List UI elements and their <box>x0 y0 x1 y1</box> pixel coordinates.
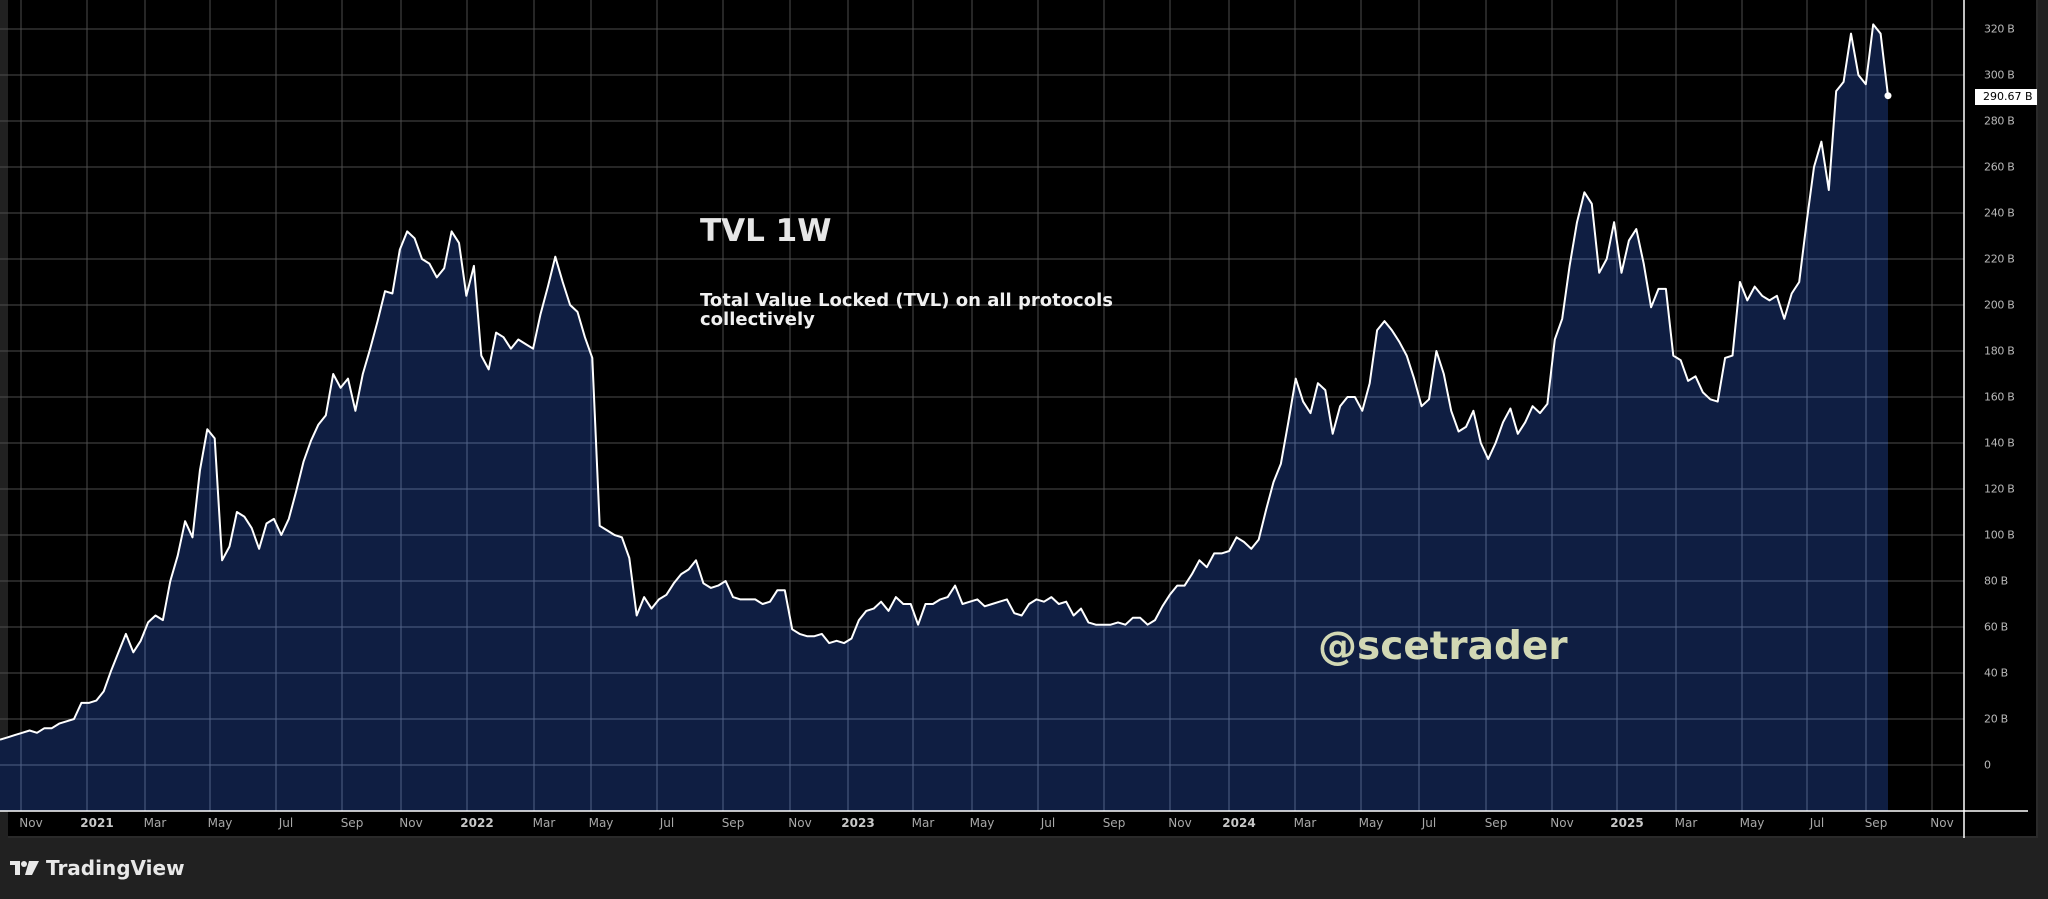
x-axis-label: Mar <box>1674 816 1698 830</box>
x-axis-label: Jul <box>1421 816 1437 830</box>
y-axis-label: 80 B <box>1984 574 2008 588</box>
x-axis-label: Nov <box>19 816 43 830</box>
last-value-label: 290.67 B <box>1975 89 2037 105</box>
y-axis-label: 0 <box>1984 758 1991 772</box>
x-axis-label: Sep <box>1864 816 1888 830</box>
tradingview-logo[interactable]: TradingView <box>10 856 185 880</box>
x-axis-label: May <box>207 816 233 830</box>
y-axis-label: 260 B <box>1984 160 2015 174</box>
y-axis-label: 140 B <box>1984 436 2015 450</box>
x-axis-label: Jul <box>1040 816 1056 830</box>
x-axis-label: 2024 <box>1222 816 1256 830</box>
x-axis-label: Mar <box>532 816 556 830</box>
y-axis-label: 160 B <box>1984 390 2015 404</box>
tvl-area-fill <box>0 24 1888 811</box>
y-axis-label: 180 B <box>1984 344 2015 358</box>
x-axis-label: Sep <box>721 816 745 830</box>
footer <box>0 838 2048 899</box>
x-axis-label: Nov <box>788 816 812 830</box>
y-axis-label: 220 B <box>1984 252 2015 266</box>
author-watermark: @scetrader <box>1318 624 1568 669</box>
y-axis-label: 20 B <box>1984 712 2008 726</box>
y-axis-label: 120 B <box>1984 482 2015 496</box>
x-axis-label: 2022 <box>460 816 494 830</box>
x-axis-label: Nov <box>1550 816 1574 830</box>
y-axis-label: 200 B <box>1984 298 2015 312</box>
y-axis-label: 300 B <box>1984 68 2015 82</box>
x-axis-label: Jul <box>1809 816 1825 830</box>
x-axis-label: Sep <box>1102 816 1126 830</box>
last-point-marker <box>1884 92 1892 100</box>
x-axis-label: Nov <box>1168 816 1192 830</box>
x-axis-label: 2025 <box>1610 816 1644 830</box>
x-axis-label: May <box>1358 816 1384 830</box>
y-axis-label: 240 B <box>1984 206 2015 220</box>
y-axis-label: 280 B <box>1984 114 2015 128</box>
y-axis-label: 40 B <box>1984 666 2008 680</box>
x-axis-label: Nov <box>1930 816 1954 830</box>
chart-title: TVL 1W <box>700 213 832 249</box>
y-axis-label: 320 B <box>1984 22 2015 36</box>
tradingview-icon <box>10 861 39 875</box>
x-axis-label: Sep <box>340 816 364 830</box>
x-axis-label: May <box>969 816 995 830</box>
x-axis-label: 2023 <box>841 816 875 830</box>
plot-area[interactable] <box>0 0 2030 838</box>
chart-subtitle: Total Value Locked (TVL) on all protocol… <box>700 290 1113 330</box>
tradingview-wordmark: TradingView <box>46 856 185 880</box>
x-axis-label: Sep <box>1484 816 1508 830</box>
x-axis-label: Jul <box>278 816 294 830</box>
x-axis-label: Nov <box>399 816 423 830</box>
x-axis-label: Jul <box>659 816 675 830</box>
x-axis-label: Mar <box>1293 816 1317 830</box>
x-axis-label: Mar <box>143 816 167 830</box>
x-axis-label: 2021 <box>80 816 114 830</box>
x-axis-label: May <box>1739 816 1765 830</box>
tvl-line <box>0 23 1889 741</box>
x-axis-label: May <box>588 816 614 830</box>
x-axis-label: Mar <box>911 816 935 830</box>
y-axis-label: 100 B <box>1984 528 2015 542</box>
y-axis-label: 60 B <box>1984 620 2008 634</box>
